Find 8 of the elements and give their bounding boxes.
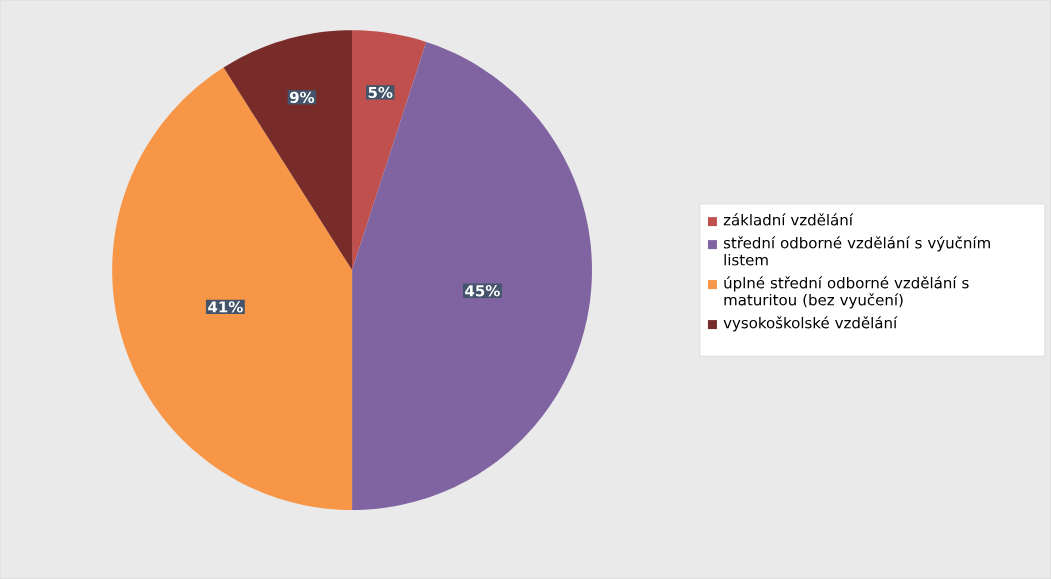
legend-label: základní vzdělání (723, 213, 854, 226)
data-label: 41% (208, 301, 243, 313)
data-label: 9% (289, 91, 315, 103)
legend-label: vysokoškolské vzdělání (723, 316, 898, 332)
data-label: 45% (465, 284, 500, 297)
legend-label: střední odborné vzdělání s výučním listem (723, 236, 990, 266)
data-label: 5% (368, 86, 393, 98)
legend-label: úplné střední odborné vzdělání s maturitou (bez vyučení) (724, 276, 969, 309)
